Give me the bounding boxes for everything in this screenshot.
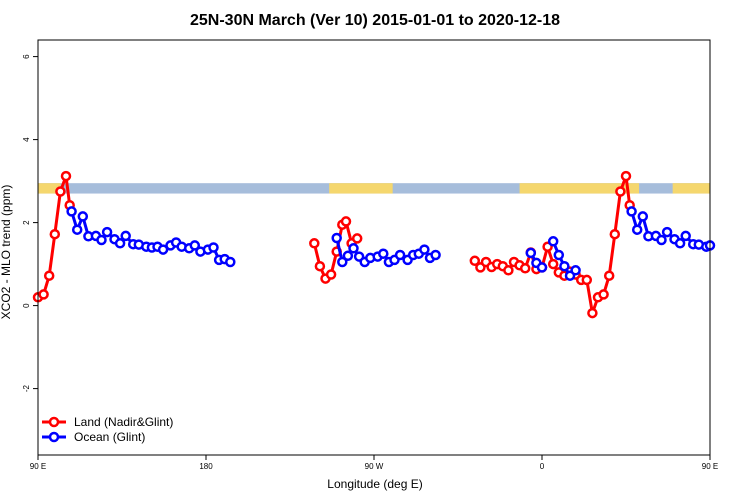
series-1-point [157,244,169,255]
y-tick-label: 6 [22,54,31,59]
series-0-point [314,260,326,272]
series-1-point [114,238,126,249]
y-tick-label: 2 [22,220,31,225]
series-0-point [49,228,61,240]
series-0-point [503,265,514,276]
series-0-point [469,255,481,267]
legend-ocean-marker [48,431,60,443]
series-1-point [378,248,389,259]
land-sea-band [38,183,710,194]
series-1-point [189,240,201,251]
series-1-point [71,224,83,235]
legend-land-marker [48,416,60,428]
chart-title: 25N-30N March (Ver 10) 2015-01-01 to 202… [190,12,560,29]
band-land-segment [329,183,393,194]
series-0-point [587,307,598,319]
series-0-point [325,269,337,280]
series-0-point [519,263,531,274]
y-tick-label: 0 [22,303,31,308]
series-0-point [547,258,559,270]
series-0-point [615,186,626,197]
series-1-point [66,206,77,217]
series-0-point [309,238,320,249]
axes: 90 E 180 90 W 0 90 E -2 0 2 4 6 [22,54,718,471]
series-1-point [570,265,581,276]
series-1-point [559,260,570,272]
series-1-point [225,256,236,268]
series-1-point [547,236,559,247]
series-1-point [419,244,430,255]
series-layer [32,170,716,319]
series-1-point [656,234,667,246]
y-tick-label: -2 [22,384,31,392]
series-1-point [331,232,342,244]
band-land-segment [519,183,640,194]
y-axis-label: XCO2 - MLO trend (ppm) [0,185,13,320]
series-0-point [340,216,352,227]
x-tick-label: 90 W [365,462,384,471]
legend-ocean-label: Ocean (Glint) [74,430,145,444]
x-tick-label: 90 E [702,462,718,471]
series-1-point [77,211,89,222]
series-1-point [674,238,686,249]
series-1-point [348,243,359,254]
series-1-point [631,224,643,235]
series-1-point [536,262,548,273]
series-0-point [43,270,55,281]
series-1-point [342,250,354,262]
y-tick-label: 4 [22,137,31,142]
x-tick-label: 0 [540,462,545,471]
series-1-point [337,256,348,268]
series-1-point [120,230,131,242]
x-tick-label: 180 [199,462,213,471]
series-1-point [208,242,219,253]
series-1-point [661,226,673,238]
series-1-point [96,234,107,246]
series-1-point [430,249,441,261]
series-1-point [626,206,637,217]
series-1-point [553,249,565,261]
band-land-segment [672,183,710,194]
legend-land-label: Land (Nadir&Glint) [74,415,173,429]
series-0-point [581,274,593,286]
series-0-point [60,170,72,182]
series-1-point [101,226,113,238]
series-0-point [598,289,609,300]
series-1-point [394,249,406,261]
series-1-point [525,247,537,259]
series-0-point [603,270,615,281]
series-0-point [55,186,66,197]
series-1-point [680,230,691,242]
x-tick-label: 90 E [30,462,46,471]
legend: Land (Nadir&Glint) Ocean (Glint) [42,415,173,444]
series-0-point [351,233,363,244]
series-0-point [609,228,621,240]
band-land-segment [38,183,61,194]
plot-frame [37,39,711,456]
series-0-point [620,170,632,182]
x-axis-label: Longitude (deg E) [327,477,422,491]
series-0-point [38,289,49,300]
series-1-point [637,211,649,222]
